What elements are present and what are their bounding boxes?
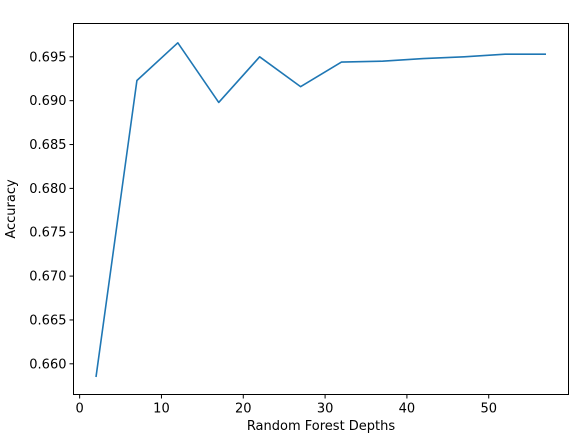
x-tick-label: 10 xyxy=(153,402,170,417)
y-tick-label: 0.680 xyxy=(29,182,66,197)
x-axis-label: Random Forest Depths xyxy=(247,419,396,434)
y-tick-label: 0.665 xyxy=(29,313,66,328)
plot-frame xyxy=(73,23,569,395)
series-layer xyxy=(95,41,546,378)
y-tick-label: 0.685 xyxy=(29,138,66,153)
y-axis-ticks: 0.660 0.665 0.670 0.675 0.680 0.685 0.690 0.695 xyxy=(29,50,74,372)
x-tick-label: 40 xyxy=(399,402,416,417)
y-tick-label: 0.660 xyxy=(29,357,66,372)
x-tick-label: 30 xyxy=(317,402,334,417)
y-tick-label: 0.695 xyxy=(29,50,66,65)
x-axis-ticks: 0 10 20 30 40 50 xyxy=(75,394,497,417)
x-tick-label: 20 xyxy=(235,402,252,417)
y-tick-label: 0.690 xyxy=(29,94,66,109)
y-tick-label: 0.675 xyxy=(29,226,66,241)
x-tick-label: 50 xyxy=(480,402,497,417)
y-axis-label: Accuracy xyxy=(4,179,19,239)
y-tick-label: 0.670 xyxy=(29,270,66,285)
x-tick-label: 0 xyxy=(75,402,83,417)
series-line xyxy=(95,41,546,378)
